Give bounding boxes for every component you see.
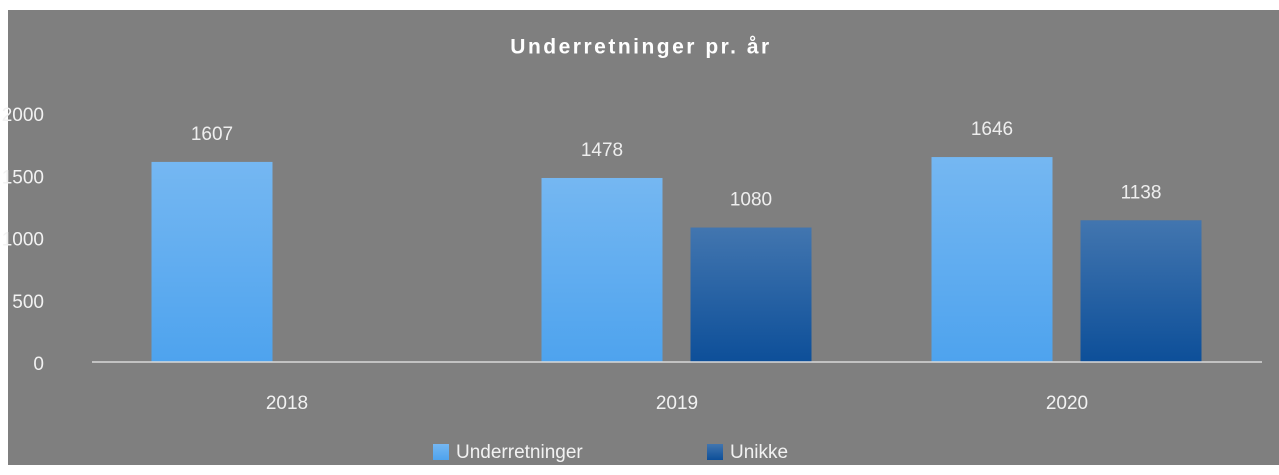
y-tick-label: 2000 (2, 105, 44, 126)
legend-label: Unikke (730, 442, 788, 463)
chart-title: Underretninger pr. år (510, 36, 771, 59)
legend-label: Underretninger (456, 442, 583, 463)
y-tick-label: 1500 (2, 167, 44, 188)
x-tick-label: 2019 (656, 393, 698, 414)
bar (541, 177, 663, 362)
value-label: 1138 (1121, 182, 1162, 203)
x-tick-label: 2018 (266, 393, 308, 414)
value-label: 1080 (730, 190, 772, 211)
legend-swatch-shine (433, 444, 449, 460)
bar (931, 157, 1053, 362)
value-label: 1607 (191, 124, 233, 145)
y-tick-label: 0 (33, 354, 44, 375)
y-tick-label: 1000 (2, 230, 44, 251)
bar (690, 227, 812, 362)
value-label: 1646 (971, 119, 1013, 140)
bar (151, 161, 273, 362)
x-tick-label: 2020 (1046, 393, 1088, 414)
bar (1080, 220, 1202, 362)
legend-swatch-shine (707, 444, 723, 460)
y-tick-label: 500 (12, 292, 44, 313)
value-label: 1478 (581, 140, 623, 161)
